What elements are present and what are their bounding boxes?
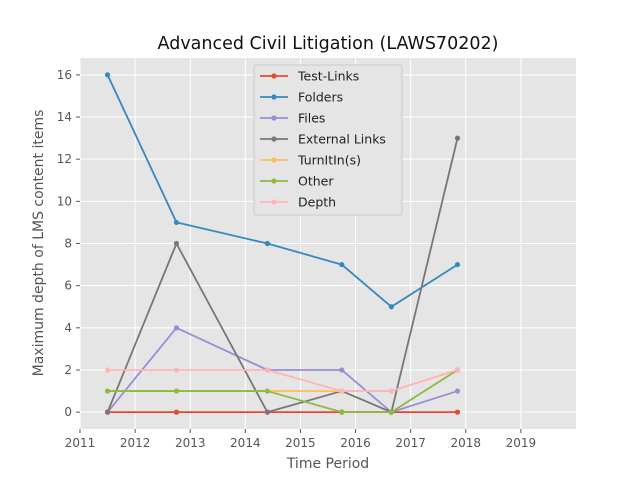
data-point-other [104, 388, 111, 394]
y-tick-label: 12 [57, 152, 72, 166]
series-depth [104, 367, 461, 394]
legend: Test-Links Folders Files External Links Turn… [253, 64, 403, 216]
data-point-external-links [104, 409, 111, 415]
x-axis-label: Time Period [286, 456, 369, 472]
legend-item-files: Files [260, 111, 325, 126]
y-tick-label: 4 [64, 321, 72, 335]
y-axis-label: Maximum depth of LMS content items [31, 110, 47, 377]
data-point-external-links [264, 409, 270, 415]
data-point-folders [388, 304, 394, 310]
y-tick-label: 10 [57, 194, 72, 208]
legend-swatch-marker [271, 73, 277, 79]
legend-label: Other [298, 174, 334, 189]
data-point-other [388, 409, 394, 415]
legend-swatch-marker [271, 136, 277, 142]
data-point-other [264, 388, 270, 394]
x-tick-label: 2011 [65, 436, 96, 450]
legend-label: TurnItIn(s) [297, 153, 361, 168]
y-tick-label: 0 [64, 405, 72, 419]
data-point-depth [454, 367, 461, 373]
y-tick-label: 14 [57, 110, 72, 124]
legend-label: External Links [298, 132, 386, 147]
data-point-files [454, 388, 461, 394]
x-tick-label: 2014 [230, 436, 261, 450]
legend-label: Files [298, 111, 325, 126]
data-point-external-links [173, 240, 180, 247]
legend-item-turnitin-s: TurnItIn(s) [260, 153, 361, 168]
data-point-folders [454, 261, 461, 268]
y-tick-label: 2 [64, 363, 72, 377]
data-point-external-links [454, 135, 461, 141]
data-point-folders [104, 72, 111, 78]
legend-label: Depth [298, 195, 336, 210]
data-point-folders [264, 240, 270, 247]
y-tick-label: 16 [57, 68, 72, 82]
x-tick-label: 2018 [451, 436, 482, 450]
y-tick-label: 6 [64, 279, 72, 293]
legend-label: Folders [298, 90, 343, 105]
x-tick-label: 2016 [340, 436, 371, 450]
x-tick-label: 2017 [395, 436, 426, 450]
x-tick-label: 2012 [120, 436, 151, 450]
data-point-other [339, 409, 345, 415]
series-line-other [107, 369, 458, 414]
data-point-depth [264, 367, 270, 373]
data-point-folders [173, 219, 180, 226]
legend-swatch-marker [271, 199, 277, 205]
legend-item-other: Other [260, 174, 334, 189]
series-layer [104, 72, 461, 415]
axis-ticks: 2011 2012 2013 2014 2015 2016 2017 2018 2019 0 2 4 6… [57, 68, 536, 450]
x-tick-label: 2013 [175, 436, 206, 450]
legend-item-test-links: Test-Links [260, 69, 359, 84]
x-tick-label: 2019 [506, 436, 537, 450]
legend-swatch-marker [271, 115, 277, 121]
legend-swatch-marker [271, 157, 277, 163]
data-point-depth [173, 367, 180, 373]
data-point-files [339, 367, 345, 373]
series-folders [104, 72, 461, 310]
data-point-test-links [173, 409, 180, 415]
chart-title: Advanced Civil Litigation (LAWS70202) [158, 34, 499, 54]
legend-swatch-marker [271, 94, 277, 100]
legend-item-folders: Folders [260, 90, 343, 105]
data-point-depth [104, 367, 111, 373]
data-point-other [173, 388, 180, 394]
legend-label: Test-Links [297, 69, 359, 84]
x-tick-label: 2015 [285, 436, 316, 450]
series-line-files [106, 326, 458, 414]
legend-item-external-links: External Links [260, 132, 386, 147]
y-tick-label: 8 [64, 237, 72, 251]
data-point-test-links [454, 409, 461, 415]
legend-box [253, 64, 403, 216]
data-point-depth [339, 388, 345, 394]
data-point-files [173, 325, 180, 331]
series-line-folders [106, 74, 458, 308]
legend-item-depth: Depth [260, 195, 336, 210]
data-point-folders [339, 261, 345, 268]
legend-swatch-marker [271, 178, 277, 184]
series-line-depth [107, 369, 458, 392]
data-point-depth [388, 388, 394, 394]
